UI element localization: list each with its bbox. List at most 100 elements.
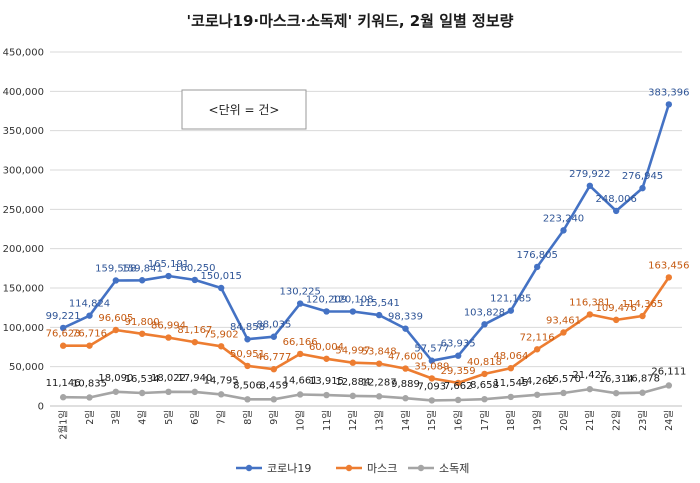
data-label: 16,314	[599, 374, 634, 385]
x-tick-label: 2일	[85, 410, 96, 425]
data-point	[428, 375, 436, 382]
data-point	[165, 388, 172, 396]
data-point	[533, 391, 541, 398]
data-label: 248,006	[595, 194, 636, 205]
data-point	[349, 359, 357, 366]
data-point	[217, 284, 225, 292]
y-tick-label: 450,000	[3, 48, 44, 59]
data-point	[533, 346, 541, 353]
data-label: 13,915	[309, 376, 344, 387]
data-label: 10,835	[72, 378, 107, 389]
data-label: 46,777	[256, 352, 291, 363]
gridlines	[50, 51, 682, 407]
x-tick-label: 7일	[216, 410, 227, 425]
data-label: 116,381	[569, 297, 610, 308]
data-label: 16,570	[546, 374, 581, 385]
data-label: 16,878	[625, 374, 660, 385]
data-point	[191, 388, 199, 396]
data-point	[481, 321, 488, 328]
legend-label: 소독제	[439, 462, 469, 475]
data-point	[639, 312, 646, 320]
data-label: 8,658	[470, 380, 499, 391]
data-label: 48,064	[493, 351, 528, 362]
data-point	[165, 272, 172, 280]
data-label: 9,889	[391, 379, 420, 390]
x-tick-label: 24일	[664, 410, 675, 431]
data-point	[138, 277, 146, 284]
data-label: 84,858	[230, 322, 265, 333]
data-label: 91,800	[125, 317, 160, 328]
unit-note-text: <단위 = 건>	[209, 103, 280, 117]
data-point	[612, 316, 620, 324]
x-tick-label: 15일	[427, 410, 438, 431]
y-tick-label: 350,000	[3, 126, 44, 137]
x-axis-tick-labels: 2월1일 2일 3일 4일 5일 6일 7일 8일 9일 10일 11일 12일 13일 14일 15일 16…	[57, 410, 675, 440]
x-tick-label: 3일	[111, 410, 122, 425]
data-point	[270, 396, 278, 403]
data-point	[191, 338, 199, 346]
data-point	[323, 355, 330, 362]
x-tick-label: 5일	[164, 410, 175, 425]
data-label: 159,841	[121, 263, 162, 274]
data-point	[507, 307, 515, 314]
data-point	[217, 391, 225, 398]
data-label: 40,818	[467, 357, 502, 368]
data-label: 76,716	[72, 329, 107, 340]
x-tick-label: 13일	[374, 410, 385, 431]
data-point	[507, 364, 515, 372]
x-tick-label: 21일	[585, 410, 596, 431]
data-label: 114,824	[69, 299, 110, 310]
legend-label: 마스크	[367, 462, 397, 475]
data-point	[59, 342, 67, 349]
data-point	[244, 396, 251, 403]
data-label: 86,994	[151, 321, 186, 332]
series-line	[62, 104, 671, 363]
data-point	[270, 333, 278, 340]
data-point	[533, 263, 541, 271]
data-point	[138, 389, 146, 397]
unit-note-box: <단위 = 건>	[181, 89, 307, 130]
data-point	[86, 342, 93, 349]
x-tick-label: 22일	[611, 410, 622, 431]
data-label: 120,108	[332, 295, 373, 306]
data-label: 72,116	[520, 332, 555, 343]
data-point	[375, 311, 383, 319]
y-tick-label: 50,000	[9, 362, 44, 373]
y-tick-label: 250,000	[3, 205, 44, 216]
x-tick-label: 6일	[190, 410, 201, 425]
data-point	[560, 227, 567, 234]
data-label: 54,997	[335, 346, 370, 357]
data-label: 18,022	[151, 373, 186, 384]
data-point	[244, 336, 251, 343]
data-label: 130,225	[279, 287, 320, 298]
data-label: 8,506	[233, 380, 262, 391]
data-label: 8,459	[260, 380, 289, 391]
data-point	[481, 395, 488, 403]
x-tick-label: 17일	[480, 410, 491, 431]
data-point	[586, 385, 594, 393]
x-tick-label: 12일	[348, 410, 359, 431]
legend: 코로나19 마스크 소독제	[236, 462, 469, 475]
data-label: 279,922	[569, 169, 610, 180]
data-label: 160,250	[174, 263, 215, 274]
legend-marker	[345, 464, 353, 472]
x-tick-label: 2월1일	[57, 410, 69, 440]
data-point	[612, 389, 620, 397]
data-point	[244, 362, 251, 370]
data-label: 223,240	[543, 213, 584, 224]
data-label: 165,191	[148, 259, 189, 270]
data-point	[86, 394, 93, 401]
series-line	[63, 276, 670, 385]
data-label: 96,605	[98, 313, 133, 324]
x-tick-label: 16일	[453, 410, 464, 431]
data-point	[323, 391, 330, 399]
x-tick-label: 18일	[506, 410, 517, 431]
data-point	[375, 393, 383, 400]
x-tick-label: 8일	[243, 410, 254, 425]
data-point	[402, 325, 409, 332]
data-label: 50,951	[230, 349, 265, 360]
y-axis-tick-labels: 0 50,000 100,000 150,000 200,000 250,000 300,0…	[3, 48, 44, 413]
data-label: 88,035	[256, 320, 291, 331]
